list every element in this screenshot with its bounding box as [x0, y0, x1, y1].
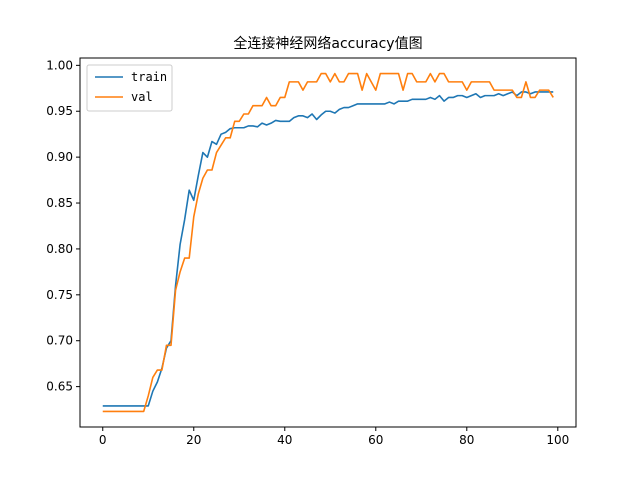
y-tick-label: 0.90	[46, 150, 73, 164]
legend-label-val: val	[131, 90, 153, 104]
plot-area	[80, 58, 576, 427]
x-tick-label: 0	[99, 433, 107, 447]
legend: train val	[86, 64, 173, 112]
y-tick-label: 1.00	[46, 58, 73, 72]
ticks-layer: 0 20 40 60 80 100 0.65 0.70 0.75 0.80 0.85 0.90 0.95…	[46, 58, 569, 447]
series-line-val	[102, 72, 554, 413]
y-tick-label: 0.70	[46, 334, 73, 348]
series-line-train	[102, 91, 554, 407]
y-tick-label: 0.80	[46, 242, 73, 256]
y-tick-label: 0.65	[46, 380, 73, 394]
legend-label-train: train	[131, 70, 167, 84]
series-layer	[102, 72, 554, 413]
y-tick-label: 0.75	[46, 288, 73, 302]
plot-frame	[79, 57, 577, 428]
x-tick-label: 20	[186, 433, 201, 447]
x-tick-label: 100	[546, 433, 569, 447]
x-tick-label: 60	[368, 433, 383, 447]
x-tick-label: 40	[277, 433, 292, 447]
chart-title: 全连接神经网络accuracy值图	[233, 35, 422, 52]
y-tick-label: 0.85	[46, 196, 73, 210]
x-tick-label: 80	[459, 433, 474, 447]
y-tick-label: 0.95	[46, 104, 73, 118]
